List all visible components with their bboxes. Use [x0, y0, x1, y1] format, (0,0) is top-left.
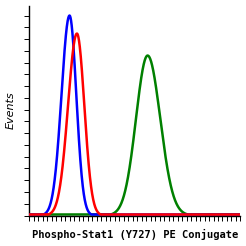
Y-axis label: Events: Events — [6, 92, 15, 129]
X-axis label: Phospho-Stat1 (Y727) PE Conjugate: Phospho-Stat1 (Y727) PE Conjugate — [32, 230, 238, 240]
